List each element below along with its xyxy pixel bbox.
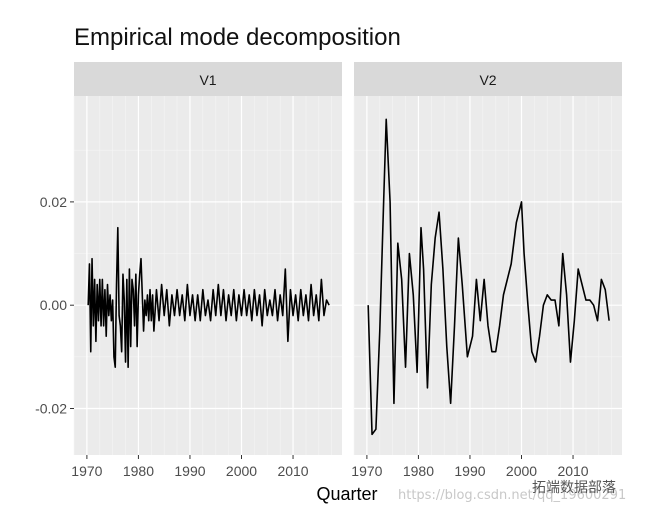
y-tick-label: 0.00 [40,297,67,313]
y-tick-label: 0.02 [40,194,67,210]
x-tick-label: 1990 [454,463,485,479]
x-tick-label: 1990 [174,463,205,479]
watermark-brand: 拓端数据部落 [532,480,616,496]
watermark: https://blog.csdn.net/qq_19600291 拓端数据部落 [398,480,626,503]
facet-strip [74,62,342,96]
facet-v1: V1 1970 1980 1990 2000 2010 [71,62,342,479]
x-tick-label: 1970 [351,463,382,479]
facet-strip-label: V2 [479,72,496,88]
x-tick-label: 1970 [71,463,102,479]
y-axis: -0.02 0.00 0.02 [35,194,74,417]
watermark-url: https://blog.csdn.net/qq_19600291 [398,488,626,503]
series-line-v2 [367,118,610,436]
series-line-v1 [87,226,330,368]
facet-panels: V1 1970 1980 1990 2000 2010 V2 1970 1980 1990 2000… [71,62,622,479]
x-tick-label: 1980 [123,463,154,479]
y-tick-label: -0.02 [35,401,67,417]
panel-background [74,96,342,455]
chart-title: Empirical mode decomposition [74,24,401,51]
x-tick-label: 2010 [277,463,308,479]
x-axis-title: Quarter [316,484,377,504]
x-tick-label: 2000 [506,463,537,479]
facet-v2: V2 1970 1980 1990 2000 2010 [351,62,622,479]
facet-strip-label: V1 [199,72,216,88]
x-tick-label: 2000 [226,463,257,479]
x-tick-label: 1980 [403,463,434,479]
facet-strip [354,62,622,96]
x-tick-label: 2010 [557,463,588,479]
